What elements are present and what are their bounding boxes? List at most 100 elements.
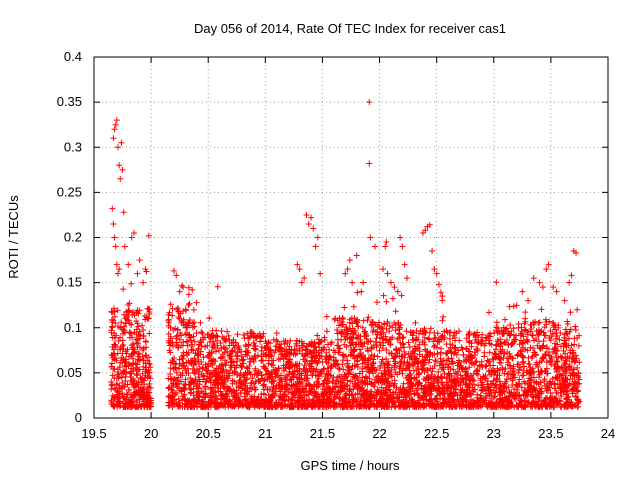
- data-point: [241, 387, 248, 394]
- data-point: [482, 334, 489, 341]
- data-point: [363, 395, 370, 402]
- data-point: [306, 381, 313, 388]
- data-point: [317, 369, 324, 376]
- data-point: [165, 337, 172, 344]
- data-point: [117, 175, 124, 182]
- data-point: [202, 386, 209, 393]
- data-point: [400, 344, 407, 351]
- data-point: [110, 135, 117, 142]
- data-point: [230, 342, 237, 349]
- data-point: [120, 209, 127, 216]
- data-point: [310, 225, 317, 232]
- data-point: [290, 404, 297, 411]
- y-tick-label: 0.05: [57, 365, 82, 380]
- data-point: [214, 283, 221, 290]
- data-point: [136, 257, 143, 264]
- data-point: [234, 331, 241, 338]
- data-point: [269, 386, 276, 393]
- data-point: [241, 393, 248, 400]
- data-point: [182, 401, 189, 408]
- data-point: [354, 363, 361, 370]
- data-point: [182, 382, 189, 389]
- y-tick-label: 0.35: [57, 94, 82, 109]
- data-point: [276, 383, 283, 390]
- data-point: [477, 377, 484, 384]
- data-point: [213, 378, 220, 385]
- data-point: [173, 341, 180, 348]
- x-tick-label: 23.5: [538, 426, 563, 441]
- data-point: [379, 266, 386, 273]
- data-point: [262, 398, 269, 405]
- data-point: [118, 139, 125, 146]
- data-point: [122, 315, 129, 322]
- data-point: [449, 358, 456, 365]
- data-point: [208, 349, 215, 356]
- data-point: [111, 126, 118, 133]
- data-point: [180, 339, 187, 346]
- data-point: [244, 370, 251, 377]
- data-point: [482, 363, 489, 370]
- data-point: [130, 384, 137, 391]
- data-point: [437, 349, 444, 356]
- data-point: [306, 396, 313, 403]
- data-point: [271, 349, 278, 356]
- data-point: [109, 392, 116, 399]
- data-point: [432, 358, 439, 365]
- data-point: [321, 334, 328, 341]
- data-point: [354, 323, 361, 330]
- data-point: [243, 398, 250, 405]
- data-point: [236, 372, 243, 379]
- data-point: [378, 370, 385, 377]
- data-point: [211, 342, 218, 349]
- data-point: [368, 351, 375, 358]
- data-point: [145, 232, 152, 239]
- data-point: [144, 305, 151, 312]
- data-point: [463, 345, 470, 352]
- data-point: [481, 353, 488, 360]
- data-point: [301, 275, 308, 282]
- data-point: [334, 336, 341, 343]
- data-point: [114, 270, 121, 277]
- data-point: [553, 330, 560, 337]
- data-point: [220, 403, 227, 410]
- data-point: [493, 319, 500, 326]
- data-point: [193, 400, 200, 407]
- data-point: [117, 398, 124, 405]
- data-point: [460, 351, 467, 358]
- data-point: [182, 306, 189, 313]
- data-point: [316, 344, 323, 351]
- data-point: [130, 229, 137, 236]
- data-point: [257, 334, 264, 341]
- data-point: [372, 338, 379, 345]
- data-point: [484, 383, 491, 390]
- data-point: [281, 392, 288, 399]
- data-point: [267, 373, 274, 380]
- data-point: [120, 357, 127, 364]
- data-point: [314, 360, 321, 367]
- data-point: [315, 391, 322, 398]
- data-point: [506, 303, 513, 310]
- y-tick-label: 0.4: [64, 49, 82, 64]
- data-point: [111, 335, 118, 342]
- data-point: [316, 394, 323, 401]
- data-point: [129, 346, 136, 353]
- data-point: [468, 372, 475, 379]
- data-point: [373, 343, 380, 350]
- data-point: [326, 346, 333, 353]
- data-point: [179, 355, 186, 362]
- data-point: [181, 391, 188, 398]
- data-point: [379, 395, 386, 402]
- data-point: [328, 339, 335, 346]
- data-point: [559, 354, 566, 361]
- data-point: [212, 334, 219, 341]
- data-point: [399, 340, 406, 347]
- data-point: [314, 372, 321, 379]
- data-point: [199, 330, 206, 337]
- data-point: [126, 329, 133, 336]
- data-point: [237, 389, 244, 396]
- data-point: [357, 398, 364, 405]
- data-point: [203, 367, 210, 374]
- data-point: [426, 221, 433, 228]
- data-point: [305, 220, 312, 227]
- data-point: [241, 374, 248, 381]
